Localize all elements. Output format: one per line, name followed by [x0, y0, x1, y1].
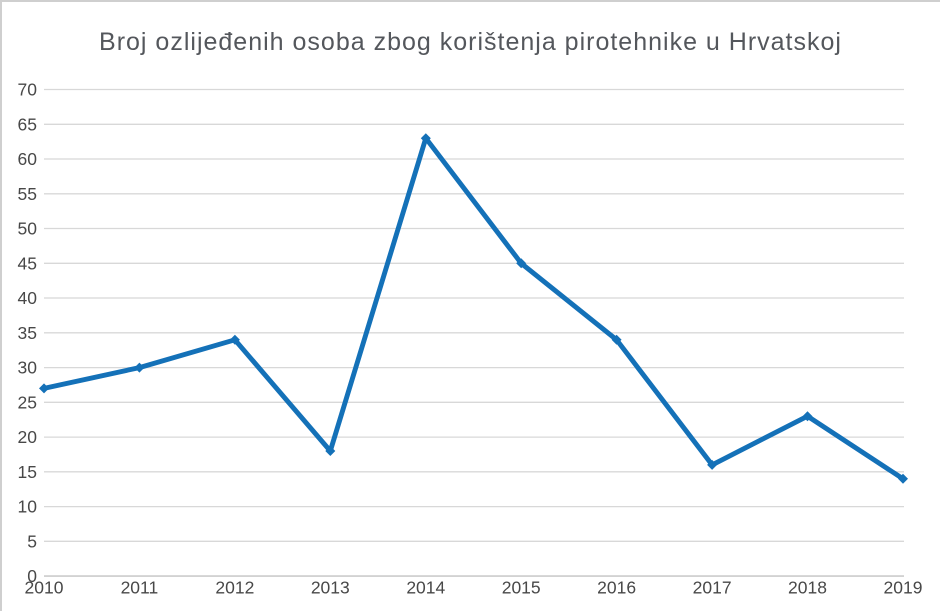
svg-text:20: 20	[18, 427, 38, 447]
svg-text:0: 0	[27, 566, 37, 586]
svg-text:35: 35	[18, 323, 37, 343]
svg-text:2018: 2018	[788, 578, 827, 598]
svg-text:2019: 2019	[884, 578, 923, 598]
svg-text:25: 25	[18, 392, 37, 412]
svg-text:10: 10	[18, 497, 38, 517]
svg-text:30: 30	[18, 358, 38, 378]
svg-text:45: 45	[18, 253, 37, 273]
svg-text:2013: 2013	[311, 578, 350, 598]
svg-text:2015: 2015	[502, 578, 541, 598]
svg-text:55: 55	[18, 184, 37, 204]
svg-text:70: 70	[18, 80, 38, 100]
svg-text:15: 15	[18, 462, 37, 482]
svg-text:60: 60	[18, 149, 38, 169]
svg-text:65: 65	[18, 114, 37, 134]
svg-text:2017: 2017	[693, 578, 732, 598]
svg-text:2014: 2014	[406, 578, 445, 598]
svg-text:5: 5	[27, 531, 37, 551]
svg-text:50: 50	[18, 219, 38, 239]
svg-text:2016: 2016	[597, 578, 636, 598]
svg-text:2010: 2010	[25, 578, 64, 598]
svg-text:2011: 2011	[121, 578, 159, 598]
svg-text:40: 40	[18, 288, 38, 308]
svg-text:2012: 2012	[215, 578, 254, 598]
